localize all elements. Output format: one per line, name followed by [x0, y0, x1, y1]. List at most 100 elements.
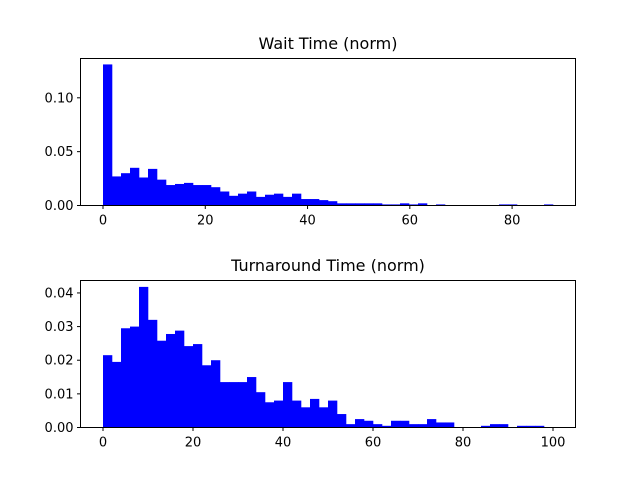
turnaround-time-bar	[229, 382, 239, 428]
turnaround-time-bar	[436, 422, 446, 428]
turnaround-time-bar	[247, 377, 257, 428]
turnaround-time-bar	[292, 400, 302, 428]
wait-time-bar	[391, 204, 401, 206]
wait-time-bar	[121, 173, 131, 206]
turnaround-time-y-tick-label: 0.01	[45, 387, 74, 402]
wait-time-x-tick-label: 0	[99, 214, 107, 229]
wait-time-bar	[328, 201, 338, 206]
wait-time-bar	[184, 182, 194, 206]
turnaround-time-bar	[400, 420, 410, 428]
wait-time-bar	[319, 200, 329, 206]
turnaround-time-bar	[346, 424, 356, 428]
wait-time-bar	[283, 196, 293, 206]
wait-time-title: Wait Time (norm)	[259, 34, 398, 53]
wait-time-bar	[220, 191, 230, 206]
wait-time-bar	[346, 203, 356, 206]
wait-time-bar	[292, 193, 302, 206]
wait-time-bar	[130, 167, 140, 206]
wait-time-bar	[157, 179, 167, 206]
wait-time-x-tick-label: 60	[402, 214, 419, 229]
wait-time-bar	[355, 203, 365, 206]
turnaround-time-bar	[166, 333, 176, 428]
wait-time-bar	[202, 185, 212, 206]
wait-time-bar	[382, 204, 392, 206]
wait-time-bar	[148, 168, 158, 206]
wait-time-bar	[499, 204, 509, 206]
turnaround-time-bar	[265, 402, 275, 428]
wait-time-bar	[418, 203, 428, 206]
turnaround-time-bar	[238, 382, 248, 428]
wait-time-bar	[310, 199, 320, 206]
turnaround-time-bar	[301, 407, 311, 428]
wait-time-bar	[274, 193, 284, 206]
turnaround-time-y-ticks: 0.00 0.01 0.02 0.03 0.04	[45, 286, 81, 436]
wait-time-axes-frame	[80, 58, 576, 206]
turnaround-time-y-tick-label: 0.02	[45, 354, 74, 369]
wait-time-bar	[400, 203, 410, 206]
turnaround-time-bar	[355, 419, 365, 428]
wait-time-bar	[337, 203, 347, 206]
turnaround-time-bar	[535, 425, 545, 428]
turnaround-time-bar	[256, 392, 266, 428]
wait-time-bar	[211, 187, 221, 206]
wait-time-bar	[544, 204, 554, 206]
turnaround-time-bar	[391, 420, 401, 428]
turnaround-time-bar	[310, 398, 320, 428]
turnaround-time-bar	[193, 344, 203, 428]
turnaround-time-axes-frame	[80, 280, 576, 428]
wait-time-bar	[436, 204, 446, 206]
turnaround-time-bar	[319, 407, 329, 428]
turnaround-time-bar	[364, 420, 374, 428]
wait-time-y-tick-label: 0.05	[45, 145, 74, 160]
turnaround-time-title: Turnaround Time (norm)	[230, 256, 425, 275]
wait-time-bar	[112, 176, 122, 206]
wait-time-x-ticks: 0 20 40 60 80	[99, 205, 520, 229]
turnaround-time-bar	[184, 346, 194, 428]
turnaround-time-x-tick-label: 40	[275, 436, 292, 451]
turnaround-time-x-tick-label: 80	[455, 436, 472, 451]
turnaround-time-bar	[328, 400, 338, 428]
turnaround-time-bars	[103, 286, 545, 428]
turnaround-time-bar	[382, 425, 392, 428]
wait-time-x-tick-label: 40	[299, 214, 316, 229]
turnaround-time-bar	[517, 425, 527, 428]
turnaround-time-bar	[202, 365, 212, 428]
turnaround-time-bar	[274, 400, 284, 428]
wait-time-bar	[508, 204, 518, 206]
turnaround-time-bar	[427, 419, 437, 428]
turnaround-time-bar	[112, 361, 122, 428]
turnaround-time-y-tick-label: 0.00	[45, 421, 74, 436]
turnaround-time-bar	[139, 286, 149, 428]
wait-time-bar	[139, 177, 149, 206]
turnaround-time-panel: Turnaround Time (norm) 0 20 40 60 80 100 0.00…	[45, 256, 576, 451]
turnaround-time-y-tick-label: 0.03	[45, 320, 74, 335]
wait-time-y-tick-label: 0.10	[45, 91, 74, 106]
wait-time-y-ticks: 0.00 0.05 0.10	[45, 91, 81, 214]
turnaround-time-x-tick-label: 60	[365, 436, 382, 451]
wait-time-bar	[247, 191, 257, 206]
turnaround-time-bar	[499, 424, 509, 428]
wait-time-bar	[103, 64, 113, 206]
turnaround-time-bar	[103, 355, 113, 428]
wait-time-bar	[175, 183, 185, 206]
turnaround-time-bar	[445, 422, 455, 428]
wait-time-bar	[301, 199, 311, 206]
turnaround-time-x-tick-label: 100	[541, 436, 566, 451]
turnaround-time-bar	[526, 425, 536, 428]
turnaround-time-bar	[175, 330, 185, 428]
turnaround-time-bar	[211, 360, 221, 428]
turnaround-time-x-ticks: 0 20 40 60 80 100	[99, 427, 566, 451]
turnaround-time-bar	[157, 340, 167, 428]
turnaround-time-bar	[337, 414, 347, 428]
wait-time-panel: Wait Time (norm) 0 20 40 60 80 0.00 0.05 0.10	[45, 34, 576, 229]
wait-time-y-tick-label: 0.00	[45, 199, 74, 214]
wait-time-bar	[364, 203, 374, 206]
wait-time-bar	[193, 185, 203, 206]
wait-time-bar	[238, 193, 248, 206]
wait-time-bar	[373, 203, 383, 206]
turnaround-time-bar	[481, 425, 491, 428]
wait-time-bar	[409, 204, 419, 206]
wait-time-bar	[229, 195, 239, 206]
turnaround-time-bar	[130, 326, 140, 428]
